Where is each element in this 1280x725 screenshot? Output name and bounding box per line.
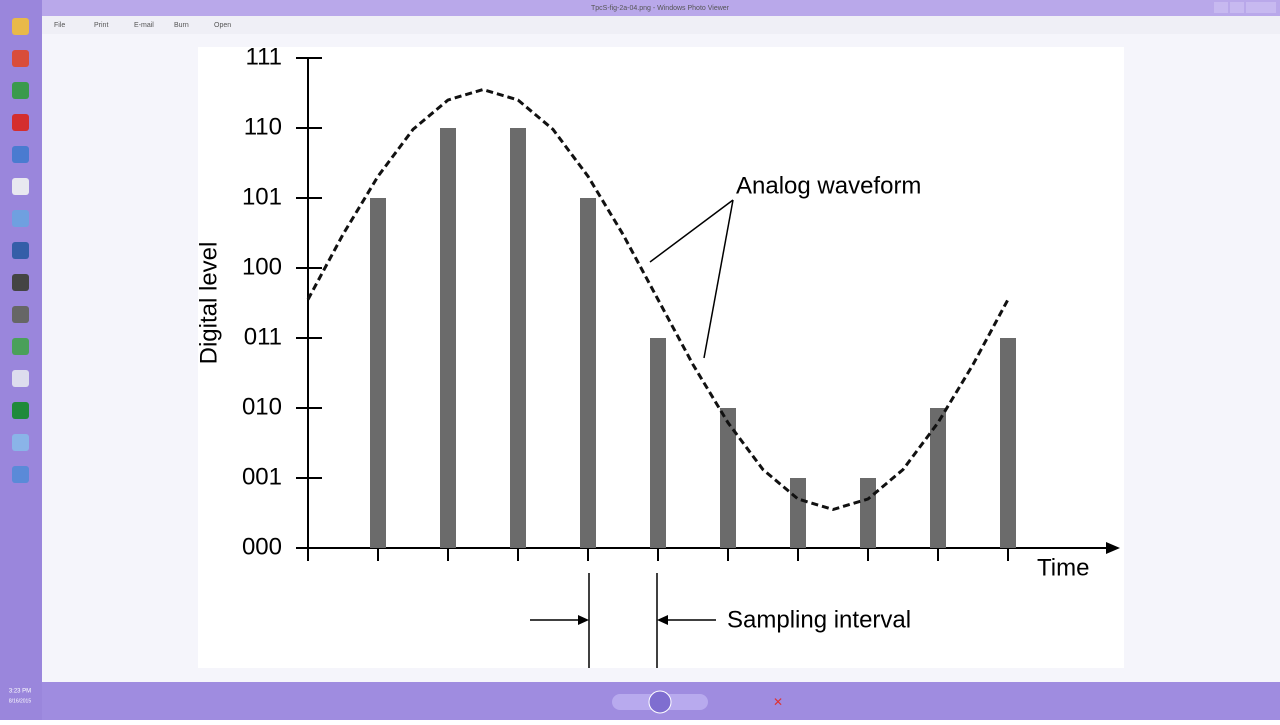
annotation-leader <box>703 199 734 359</box>
bar <box>860 478 876 548</box>
bar <box>510 128 526 548</box>
taskbar-icon[interactable] <box>12 18 29 35</box>
y-tick-label: 101 <box>242 183 282 210</box>
menu-item[interactable]: Burn <box>174 22 189 29</box>
taskbar-icon[interactable] <box>12 114 29 131</box>
menu-item[interactable]: E-mail <box>134 22 154 29</box>
menu-bar <box>42 16 1280 34</box>
y-tick-label: 111 <box>246 43 282 70</box>
taskbar-icon[interactable] <box>12 82 29 99</box>
taskbar-icon[interactable] <box>12 466 29 483</box>
taskbar-icon[interactable] <box>12 210 29 227</box>
bar <box>1000 338 1016 548</box>
delete-button[interactable]: ✕ <box>773 695 783 709</box>
maximize-button[interactable] <box>1230 2 1244 13</box>
x-axis-label: Time <box>1037 554 1089 581</box>
taskbar-icon[interactable] <box>12 402 29 419</box>
bar <box>580 198 596 548</box>
taskbar-icon[interactable] <box>12 434 29 451</box>
taskbar-icon[interactable] <box>12 146 29 163</box>
menu: File Print E-mail Burn Open <box>54 22 231 29</box>
taskbar-icon[interactable] <box>12 242 29 259</box>
x-axis-arrow <box>1106 542 1120 554</box>
bar <box>440 128 456 548</box>
y-tick-label: 100 <box>242 253 282 280</box>
slideshow-button[interactable] <box>648 690 672 714</box>
taskbar-icon[interactable] <box>12 306 29 323</box>
menu-item[interactable]: File <box>54 22 65 29</box>
clock-date: 8/16/2015 <box>9 698 31 704</box>
taskbar-icon[interactable] <box>12 274 29 291</box>
annotation-leader <box>649 199 734 263</box>
y-axis-label: Digital level <box>195 242 222 365</box>
taskbar-icon[interactable] <box>12 338 29 355</box>
bar <box>790 478 806 548</box>
minimize-button[interactable] <box>1214 2 1228 13</box>
bar <box>650 338 666 548</box>
taskbar-icon[interactable] <box>12 50 29 67</box>
plot: 000 001 010 011 100 101 110 111 <box>242 43 1120 561</box>
title-bar <box>0 0 1280 16</box>
y-tick-label: 010 <box>242 393 282 420</box>
taskbar-icon[interactable] <box>12 370 29 387</box>
waveform-annotation: Analog waveform <box>736 172 921 199</box>
y-tick-label: 011 <box>244 323 282 350</box>
left-taskbar <box>0 0 42 720</box>
clock-time: 3:23 PM <box>9 689 31 695</box>
taskbar-icons <box>12 18 29 483</box>
window-title: TpcS-fig-2a-04.png - Windows Photo Viewe… <box>591 5 730 12</box>
menu-item[interactable]: Print <box>94 22 108 29</box>
menu-item[interactable]: Open <box>214 22 231 29</box>
bar <box>370 198 386 548</box>
bar <box>930 408 946 548</box>
bar <box>720 408 736 548</box>
y-tick-label: 110 <box>244 113 282 140</box>
y-tick-label: 000 <box>242 533 282 560</box>
arrow-head <box>578 615 589 625</box>
close-button[interactable] <box>1246 2 1276 13</box>
arrow-head <box>657 615 668 625</box>
analog-waveform <box>306 88 1010 511</box>
y-tick-label: 001 <box>242 463 282 490</box>
taskbar-icon[interactable] <box>12 178 29 195</box>
interval-annotation: Sampling interval <box>727 606 911 633</box>
